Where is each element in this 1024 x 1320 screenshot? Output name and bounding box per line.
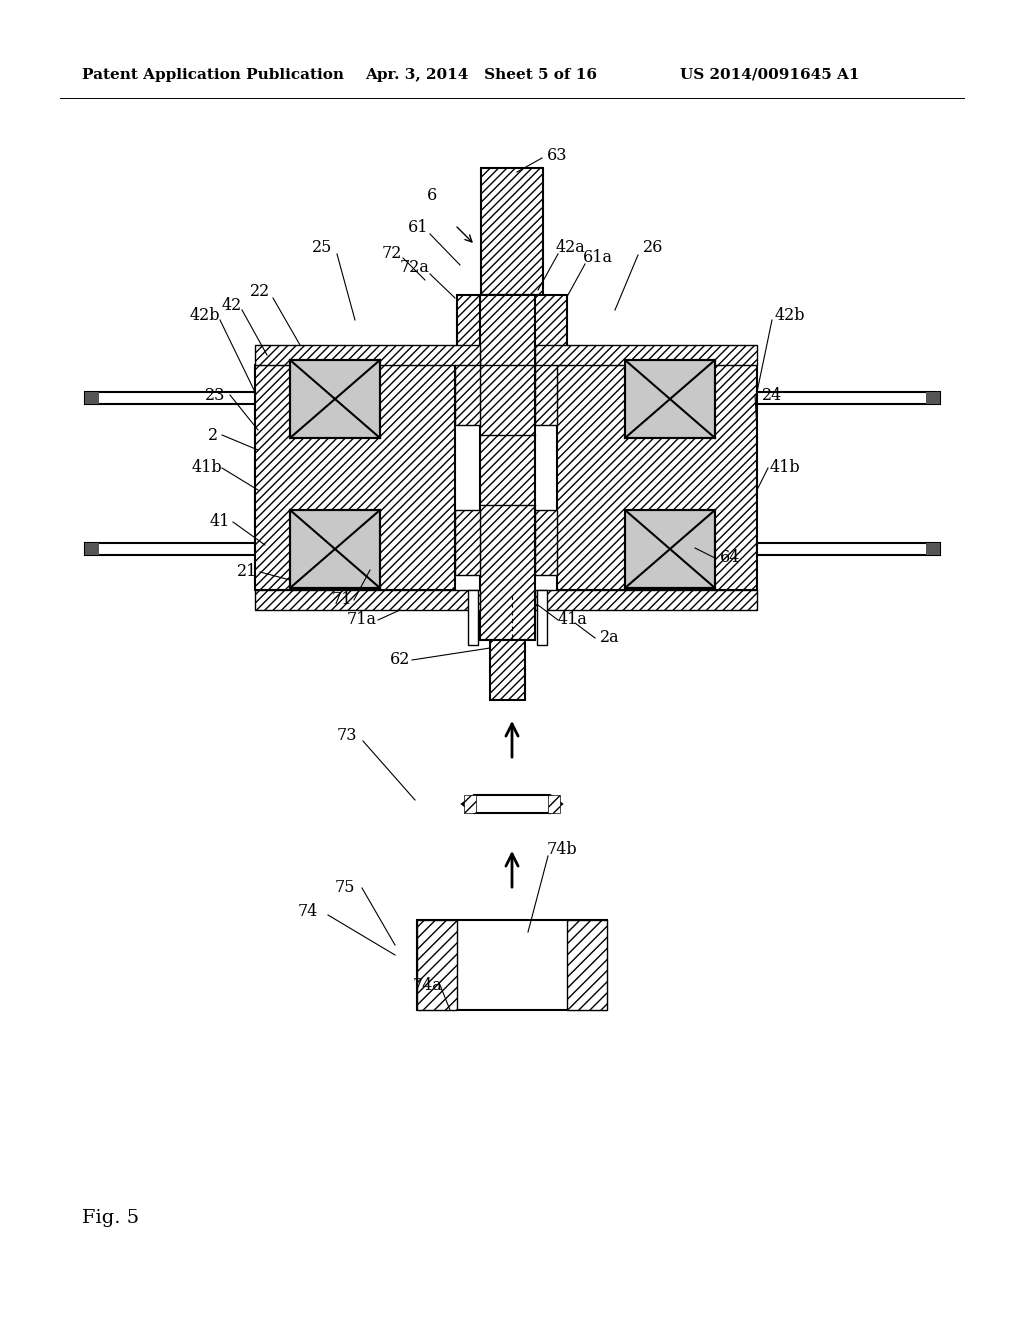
Text: 71a: 71a [347,611,377,628]
Bar [625,360,715,438]
Text: 42: 42 [222,297,242,314]
Bar [290,360,380,438]
Text: 71: 71 [332,591,352,609]
Bar [255,366,455,590]
Text: Patent Application Publication: Patent Application Publication [82,69,344,82]
Text: 73: 73 [337,726,357,743]
Text: 2: 2 [208,426,218,444]
Bar [468,590,478,645]
Text: 74a: 74a [413,977,443,994]
Bar [757,392,940,404]
Text: 74b: 74b [547,842,578,858]
Bar [480,294,535,640]
Text: 22: 22 [250,284,270,301]
Bar [417,920,607,1010]
Text: 23: 23 [205,387,225,404]
Bar [535,360,557,425]
Bar [757,543,940,554]
Text: 41b: 41b [191,459,222,477]
Bar [481,168,543,294]
Bar [290,510,380,587]
Bar [625,510,715,587]
Bar [567,920,607,1010]
Bar [625,360,715,438]
Text: 24: 24 [762,387,782,404]
Bar [537,590,547,645]
Text: US 2014/0091645 A1: US 2014/0091645 A1 [680,69,859,82]
Text: 72a: 72a [400,260,430,276]
Bar [85,543,255,554]
Bar [490,640,525,700]
Text: Fig. 5: Fig. 5 [82,1209,139,1228]
Bar [926,392,940,404]
Text: 25: 25 [312,239,332,256]
Text: Apr. 3, 2014   Sheet 5 of 16: Apr. 3, 2014 Sheet 5 of 16 [365,69,597,82]
Bar [290,360,380,438]
Polygon shape [462,795,562,813]
Bar [85,392,255,404]
Bar [455,360,480,425]
Bar [926,543,940,554]
Text: 42a: 42a [555,239,585,256]
Bar [548,795,560,813]
Text: 62: 62 [390,652,411,668]
Text: 41: 41 [210,513,230,531]
Text: 75: 75 [335,879,355,896]
Text: 26: 26 [643,239,664,256]
Bar [535,345,757,366]
Bar [457,294,567,366]
Bar [557,366,757,590]
Text: 42b: 42b [189,306,220,323]
Bar [464,795,476,813]
Text: 21: 21 [237,564,257,581]
Bar [417,920,457,1010]
Text: 41b: 41b [770,459,801,477]
Bar [290,510,380,587]
Text: 2a: 2a [600,630,620,647]
Text: 74: 74 [298,903,318,920]
Bar [455,510,480,576]
Bar [255,590,480,610]
Text: 63: 63 [547,147,567,164]
Bar [85,392,99,404]
Bar [535,510,557,576]
Text: 72: 72 [382,244,402,261]
Text: 61: 61 [408,219,428,236]
Text: 61a: 61a [583,249,613,267]
Bar [625,510,715,587]
Text: 64: 64 [720,549,740,566]
Bar [535,590,757,610]
Text: 41a: 41a [557,611,587,628]
Bar [85,543,99,554]
Text: 42b: 42b [775,306,805,323]
Text: 6: 6 [427,186,437,203]
Bar [255,345,480,366]
